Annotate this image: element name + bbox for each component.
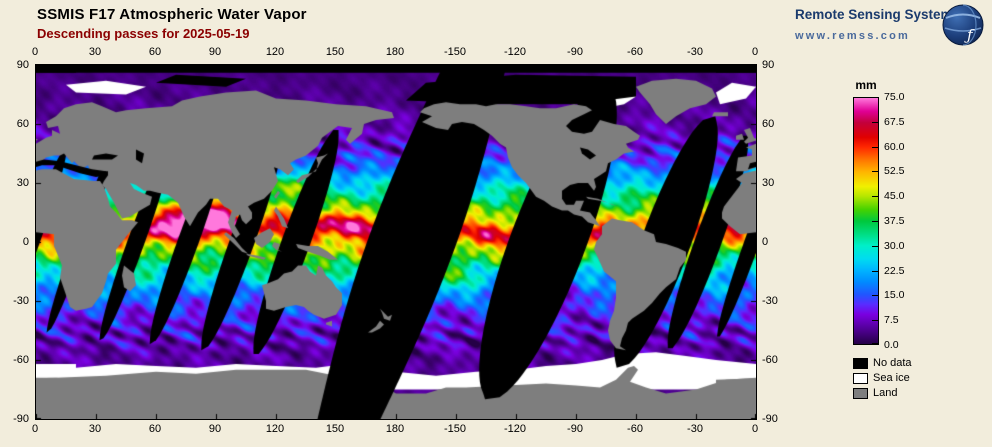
latitude-axis-left: 90 60 30 0 -30 -60 -90 [2, 59, 32, 425]
lat-tick-label: -90 [13, 413, 29, 425]
legend-swatch-sea_ice [853, 373, 868, 384]
lon-tick-label: -60 [627, 46, 643, 58]
brand-url-link[interactable]: www.remss.com [795, 30, 911, 42]
brand-name: Remote Sensing Systems [795, 7, 961, 22]
lon-tick-label: -120 [503, 46, 527, 58]
page-title: SSMIS F17 Atmospheric Water Vapor [37, 6, 307, 23]
lat-tick-label: 30 [762, 177, 775, 189]
colorbar-tick [872, 320, 878, 322]
colorbar-tick [872, 146, 878, 148]
lon-tick-label: 150 [325, 423, 345, 435]
colorbar-tick-label: 75.0 [884, 91, 905, 103]
legend-label: Land [873, 387, 898, 399]
lon-tick-label: 90 [208, 423, 222, 435]
colorbar-tick-label: 7.5 [884, 314, 899, 327]
lat-tick-label: -30 [13, 295, 29, 307]
lat-tick-label: 90 [762, 59, 775, 71]
lon-tick-label: -30 [687, 46, 703, 58]
lat-tick-label: -30 [762, 295, 778, 307]
lon-tick-label: 90 [208, 46, 222, 58]
colorbar-tick [872, 97, 878, 98]
lon-tick-label: -90 [567, 423, 583, 435]
colorbar-tick-label: 0.0 [884, 339, 899, 351]
lon-tick-label: -30 [687, 423, 703, 435]
globe-logo-icon: ƒ [942, 4, 984, 46]
lon-tick-label: 0 [751, 423, 759, 435]
colorbar-tick-label: 60.0 [884, 140, 905, 153]
colorbar-tick [872, 121, 878, 123]
colorbar-tick [872, 171, 878, 173]
lat-tick-label: 0 [762, 236, 769, 248]
map-legend: No data Sea ice Land [853, 357, 912, 402]
legend-item-land: Land [853, 387, 912, 400]
colorbar: 75.0 67.5 60.0 52.5 45.0 37.5 30.0 22.5 15.0 7.5 0… [853, 91, 913, 351]
colorbar-tick [872, 221, 878, 222]
lon-tick-label: -60 [627, 423, 643, 435]
page-subtitle: Descending passes for 2025-05-19 [37, 26, 250, 41]
lon-tick-label: 120 [265, 423, 285, 435]
lon-tick-label: 0 [31, 46, 39, 58]
colorbar-tick [872, 295, 878, 297]
lon-tick-label: -150 [443, 423, 467, 435]
legend-swatch-land [853, 388, 868, 399]
lon-tick-label: -120 [503, 423, 527, 435]
legend-label: No data [873, 357, 912, 369]
colorbar-tick-label: 37.5 [884, 215, 905, 227]
lon-tick-label: 30 [88, 423, 102, 435]
lon-tick-label: 60 [148, 46, 162, 58]
lon-tick-label: -150 [443, 46, 467, 58]
legend-item-no_data: No data [853, 357, 912, 370]
lon-tick-label: -90 [567, 46, 583, 58]
lat-tick-label: 0 [22, 236, 29, 248]
lon-tick-label: 180 [385, 46, 405, 58]
lat-tick-label: -90 [762, 413, 778, 425]
lat-tick-label: 60 [762, 118, 775, 130]
world-map-canvas [35, 64, 757, 420]
lon-tick-label: 60 [148, 423, 162, 435]
lat-tick-label: -60 [13, 354, 29, 366]
lon-tick-label: 120 [265, 46, 285, 58]
lon-tick-label: 0 [751, 46, 759, 58]
colorbar-tick-label: 45.0 [884, 190, 905, 203]
lon-tick-label: 0 [31, 423, 39, 435]
lat-tick-label: 60 [16, 118, 29, 130]
svg-text:ƒ: ƒ [964, 26, 975, 44]
lon-tick-label: 30 [88, 46, 102, 58]
colorbar-tick-label: 52.5 [884, 165, 905, 178]
legend-label: Sea ice [873, 372, 910, 384]
colorbar-tick-label: 22.5 [884, 264, 905, 277]
colorbar-tick [872, 343, 878, 344]
lon-tick-label: 180 [385, 423, 405, 435]
lat-tick-label: 30 [16, 177, 29, 189]
lon-tick-label: 150 [325, 46, 345, 58]
legend-item-sea_ice: Sea ice [853, 372, 912, 385]
lat-tick-label: -60 [762, 354, 778, 366]
longitude-axis-top: 0 30 60 90 120 150 180 -150 -120 -90 -60 -30 0 [32, 46, 758, 59]
colorbar-tick-label: 67.5 [884, 115, 905, 128]
longitude-axis-bottom: 0 30 60 90 120 150 180 -150 -120 -90 -60 -30 0 [32, 423, 758, 436]
colorbar-tick [872, 196, 878, 198]
colorbar-tick-label: 15.0 [884, 289, 905, 302]
colorbar-tick [872, 270, 878, 272]
colorbar-tick-label: 30.0 [884, 239, 905, 252]
latitude-axis-right: 90 60 30 0 -30 -60 -90 [760, 59, 794, 425]
legend-swatch-no_data [853, 358, 868, 369]
colorbar-tick [872, 245, 878, 247]
lat-tick-label: 90 [16, 59, 29, 71]
colorbar-unit-label: mm [855, 78, 877, 92]
